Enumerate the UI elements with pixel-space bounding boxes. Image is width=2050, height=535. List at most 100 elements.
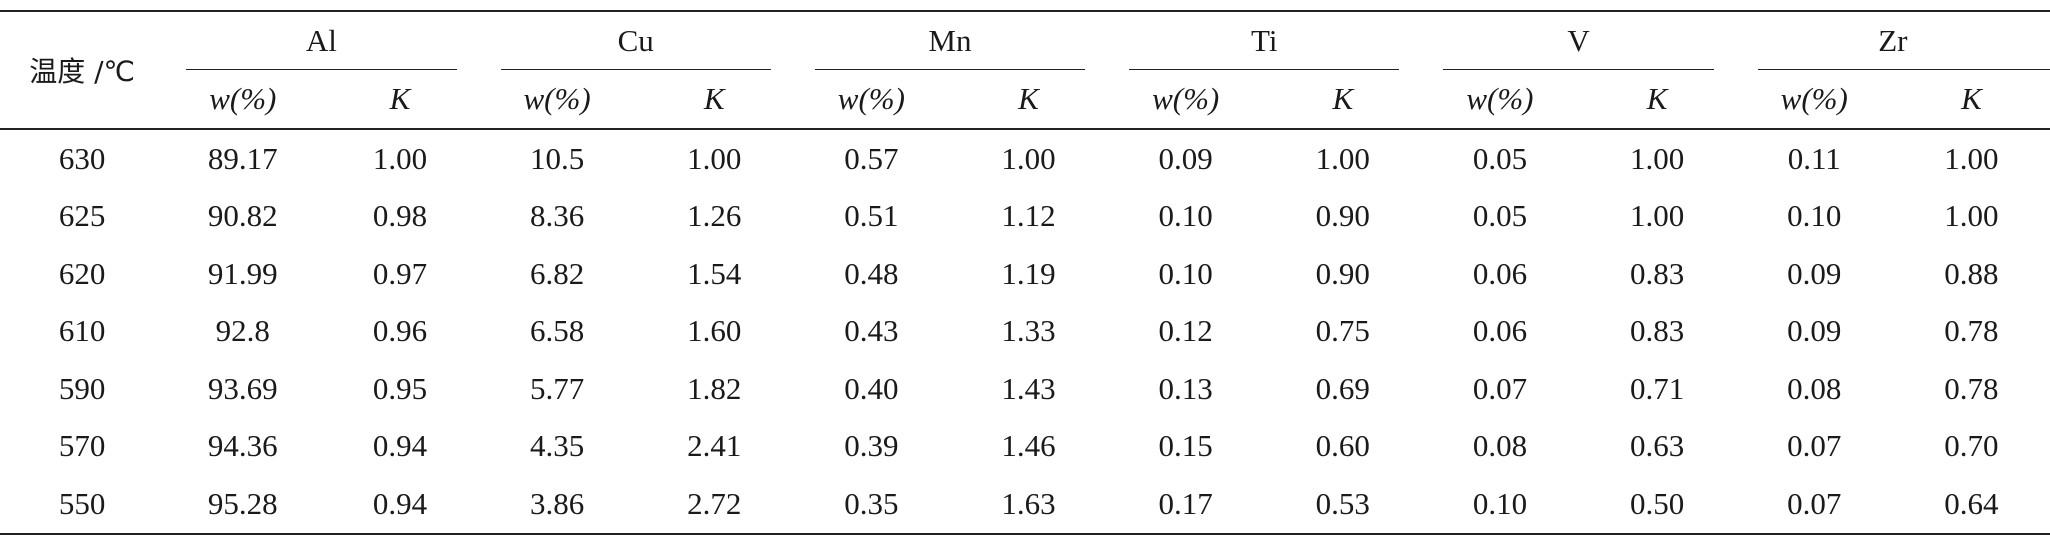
subheader-k: K bbox=[1264, 70, 1422, 130]
w-value-cell: 0.48 bbox=[844, 255, 899, 291]
k-value-cell: 1.54 bbox=[687, 255, 742, 291]
k-value-cell: 0.75 bbox=[1315, 313, 1370, 349]
w-value-cell: 0.07 bbox=[1787, 428, 1842, 464]
k-value-cell: 1.00 bbox=[1629, 140, 1685, 176]
w-value-cell: 0.09 bbox=[1787, 313, 1842, 349]
w-value-cell: 0.15 bbox=[1158, 428, 1213, 464]
k-value-cell: 1.46 bbox=[1001, 428, 1056, 464]
temperature-cell: 590 bbox=[58, 370, 106, 406]
w-value-cell: 90.82 bbox=[207, 198, 278, 234]
w-value-cell: 0.07 bbox=[1472, 370, 1528, 406]
subheader-w: w(%) bbox=[1421, 70, 1579, 130]
subheader-w: w(%) bbox=[164, 70, 322, 130]
w-value-cell: 0.17 bbox=[1107, 475, 1265, 535]
w-value-cell: 0.10 bbox=[1787, 198, 1842, 234]
temperature-cell: 625 bbox=[58, 198, 106, 234]
w-value-cell: 0.09 bbox=[1787, 255, 1842, 291]
w-value-cell: 89.17 bbox=[207, 140, 278, 176]
k-value-cell: 0.94 bbox=[321, 475, 479, 535]
temperature-header: 温度 /℃ bbox=[0, 10, 165, 130]
k-value-cell: 0.83 bbox=[1629, 313, 1685, 349]
w-value-cell: 10.5 bbox=[529, 140, 585, 176]
w-value-cell: 0.40 bbox=[844, 370, 899, 406]
k-value-cell: 1.43 bbox=[1001, 370, 1056, 406]
k-value-cell: 0.94 bbox=[372, 428, 428, 464]
w-value-cell: 0.39 bbox=[844, 428, 899, 464]
temperature-cell: 570 bbox=[58, 428, 106, 464]
k-value-cell: 0.90 bbox=[1315, 255, 1370, 291]
w-value-cell: 0.07 bbox=[1735, 475, 1893, 535]
w-value-cell: 8.36 bbox=[529, 198, 585, 234]
table-row: 550 95.28 0.94 3.86 2.72 0.35 1.63 0.17 0.53 0.10… bbox=[0, 475, 2050, 535]
element-header-ti: Ti bbox=[1107, 10, 1422, 70]
temperature-cell: 630 bbox=[58, 140, 106, 176]
w-value-cell: 0.11 bbox=[1787, 140, 1841, 176]
w-value-cell: 93.69 bbox=[207, 370, 278, 406]
table-row: 630 89.17 1.00 10.5 1.00 0.57 1.00 0.09 1.00 0.05… bbox=[0, 129, 2050, 188]
w-value-cell: 6.58 bbox=[529, 313, 585, 349]
w-value-cell: 0.06 bbox=[1472, 255, 1528, 291]
k-value-cell: 0.53 bbox=[1264, 475, 1422, 535]
w-value-cell: 0.05 bbox=[1472, 140, 1528, 176]
k-value-cell: 1.00 bbox=[1315, 140, 1370, 176]
k-value-cell: 1.19 bbox=[1001, 255, 1056, 291]
k-value-cell: 1.00 bbox=[1944, 198, 1999, 234]
w-value-cell: 94.36 bbox=[207, 428, 278, 464]
subheader-w: w(%) bbox=[478, 70, 636, 130]
w-value-cell: 0.08 bbox=[1472, 428, 1528, 464]
k-value-cell: 0.90 bbox=[1315, 198, 1370, 234]
k-value-cell: 2.41 bbox=[687, 428, 742, 464]
element-header-al: Al bbox=[164, 10, 479, 70]
k-value-cell: 0.83 bbox=[1629, 255, 1685, 291]
k-value-cell: 0.64 bbox=[1892, 475, 2050, 535]
k-value-cell: 0.70 bbox=[1944, 428, 1999, 464]
w-value-cell: 0.10 bbox=[1158, 255, 1213, 291]
temperature-cell: 610 bbox=[58, 313, 106, 349]
w-value-cell: 95.28 bbox=[164, 475, 322, 535]
k-value-cell: 0.95 bbox=[372, 370, 428, 406]
k-value-cell: 2.72 bbox=[635, 475, 793, 535]
table-row: 610 92.8 0.96 6.58 1.60 0.43 1.33 0.12 0.75 0.06 0… bbox=[0, 303, 2050, 361]
element-header-zr: Zr bbox=[1735, 10, 2050, 70]
k-value-cell: 0.60 bbox=[1315, 428, 1370, 464]
k-value-cell: 0.98 bbox=[372, 198, 428, 234]
w-value-cell: 0.10 bbox=[1421, 475, 1579, 535]
w-value-cell: 0.10 bbox=[1158, 198, 1213, 234]
k-value-cell: 1.26 bbox=[687, 198, 742, 234]
k-value-cell: 0.63 bbox=[1629, 428, 1685, 464]
k-value-cell: 0.69 bbox=[1315, 370, 1370, 406]
element-header-v: V bbox=[1421, 10, 1736, 70]
subheader-w: w(%) bbox=[1107, 70, 1265, 130]
w-value-cell: 0.06 bbox=[1472, 313, 1528, 349]
k-value-cell: 1.00 bbox=[1629, 198, 1685, 234]
w-value-cell: 0.57 bbox=[844, 140, 899, 176]
k-value-cell: 0.78 bbox=[1944, 313, 1999, 349]
subheader-k: K bbox=[635, 70, 793, 130]
table-row: 625 90.82 0.98 8.36 1.26 0.51 1.12 0.10 0.90 0.05… bbox=[0, 188, 2050, 246]
w-value-cell: 5.77 bbox=[529, 370, 585, 406]
subheader-k: K bbox=[949, 70, 1108, 130]
element-header-mn: Mn bbox=[792, 10, 1108, 70]
w-value-cell: 0.08 bbox=[1787, 370, 1842, 406]
table-row: 570 94.36 0.94 4.35 2.41 0.39 1.46 0.15 0.60 0.08… bbox=[0, 418, 2050, 476]
composition-table: 温度 /℃ Al Cu Mn Ti V Zr w(%) K w(%) K w(%… bbox=[0, 10, 2050, 535]
subheader-k: K bbox=[1892, 70, 2050, 130]
k-value-cell: 0.50 bbox=[1578, 475, 1736, 535]
temperature-cell: 620 bbox=[58, 255, 106, 291]
k-value-cell: 1.82 bbox=[687, 370, 742, 406]
temperature-cell: 550 bbox=[0, 475, 165, 535]
table-body: 630 89.17 1.00 10.5 1.00 0.57 1.00 0.09 1.00 0.05… bbox=[0, 129, 2050, 535]
k-value-cell: 1.00 bbox=[372, 140, 428, 176]
table-row: 590 93.69 0.95 5.77 1.82 0.40 1.43 0.13 0.69 0.07… bbox=[0, 360, 2050, 418]
w-value-cell: 0.05 bbox=[1472, 198, 1528, 234]
table-row: 620 91.99 0.97 6.82 1.54 0.48 1.19 0.10 0.90 0.06… bbox=[0, 245, 2050, 303]
w-value-cell: 4.35 bbox=[529, 428, 585, 464]
k-value-cell: 1.00 bbox=[687, 140, 742, 176]
w-value-cell: 0.43 bbox=[844, 313, 899, 349]
w-value-cell: 6.82 bbox=[529, 255, 585, 291]
element-header-cu: Cu bbox=[478, 10, 793, 70]
subheader-w: w(%) bbox=[792, 70, 950, 130]
k-value-cell: 0.88 bbox=[1944, 255, 1999, 291]
w-value-cell: 3.86 bbox=[478, 475, 636, 535]
k-value-cell: 0.71 bbox=[1629, 370, 1685, 406]
